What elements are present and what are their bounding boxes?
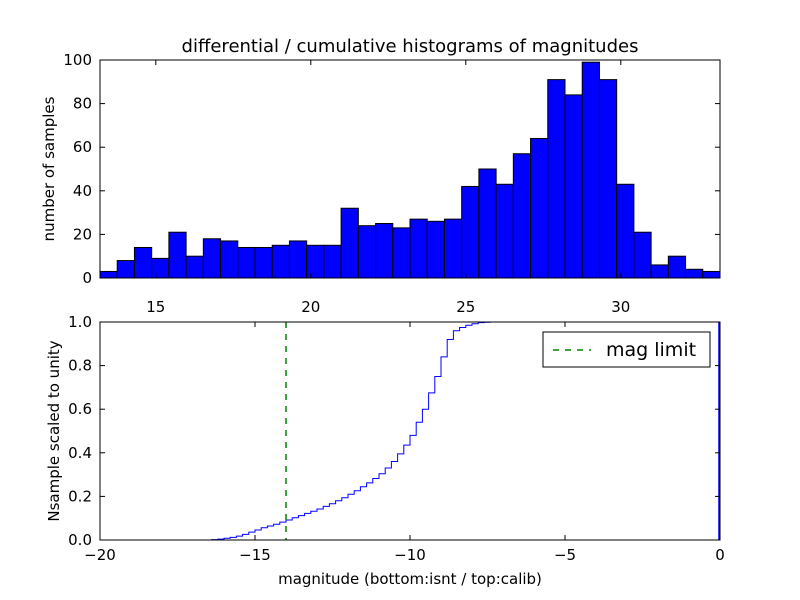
histogram-bar xyxy=(237,246,256,279)
histogram-bar xyxy=(357,225,377,279)
cumulative-plot xyxy=(100,321,720,541)
x-tick-label: −5 xyxy=(554,546,576,564)
histogram-bar xyxy=(443,218,463,279)
histogram-bar xyxy=(323,244,342,279)
histogram-bar xyxy=(564,94,583,279)
x-tick-label: −20 xyxy=(84,546,116,564)
histogram-bar xyxy=(409,218,428,279)
histogram-bar xyxy=(375,223,394,279)
histogram-bar xyxy=(151,257,170,279)
y-tick-label: 0.2 xyxy=(68,487,92,505)
y-tick-label: 40 xyxy=(73,182,92,200)
histogram-bar xyxy=(547,79,566,279)
histogram-bar xyxy=(220,240,239,279)
histogram-bar xyxy=(702,270,721,279)
top-y-axis-label: number of samples xyxy=(40,96,58,241)
histogram-bar xyxy=(133,246,153,279)
y-tick-label: 0.0 xyxy=(68,531,92,549)
y-tick-label: 0.6 xyxy=(68,400,92,418)
histogram-bar xyxy=(392,227,411,279)
histogram-bar xyxy=(633,231,652,279)
histogram-bar xyxy=(202,238,222,279)
y-tick-label: 1.0 xyxy=(68,313,92,331)
histogram-bar xyxy=(340,207,359,279)
histogram-bar xyxy=(616,183,635,279)
x-tick-label: 25 xyxy=(456,298,475,316)
bottom-cumulative-axes: −20 −15 −10 −5 0 0.0 0.2 0.4 0.6 0.8 1.0 magnitud… xyxy=(45,313,725,588)
histogram-bar xyxy=(530,137,549,279)
bottom-y-ticks: 0.0 0.2 0.4 0.6 0.8 1.0 xyxy=(68,313,720,549)
histogram-bar xyxy=(185,255,204,279)
histogram-bar xyxy=(254,246,273,279)
legend-box xyxy=(542,331,711,368)
bottom-x-ticks: −20 −15 −10 −5 0 xyxy=(84,322,725,564)
y-tick-label: 60 xyxy=(73,138,92,156)
legend: mag limit xyxy=(542,331,711,368)
histogram-bar xyxy=(426,220,445,279)
y-tick-label: 0.8 xyxy=(68,357,92,375)
y-tick-label: 100 xyxy=(63,51,92,69)
x-tick-label: 20 xyxy=(301,298,320,316)
x-tick-label: −10 xyxy=(394,546,426,564)
y-tick-label: 0.4 xyxy=(68,444,92,462)
histogram-bar xyxy=(495,183,514,279)
histogram-bar xyxy=(667,255,687,279)
y-tick-label: 20 xyxy=(73,225,92,243)
legend-label-mag-limit: mag limit xyxy=(606,339,696,361)
bottom-x-axis-label: magnitude (bottom:isnt / top:calib) xyxy=(278,570,542,588)
x-tick-label: 15 xyxy=(146,298,165,316)
chart-title: differential / cumulative histograms of … xyxy=(182,36,639,57)
histogram-bar xyxy=(581,61,600,279)
cumulative-step-line xyxy=(100,321,720,541)
histogram-bars xyxy=(99,61,721,279)
histogram-bar xyxy=(288,240,308,279)
histogram-bar xyxy=(650,264,669,279)
y-tick-label: 0 xyxy=(82,269,92,287)
x-tick-label: 0 xyxy=(715,546,725,564)
histogram-bar xyxy=(116,260,135,279)
histogram-bar xyxy=(271,244,290,279)
top-axes-frame xyxy=(99,59,721,279)
top-histogram-axes: differential / cumulative histograms of … xyxy=(40,36,721,316)
bottom-y-axis-label: Nsample scaled to unity xyxy=(45,340,63,521)
y-tick-label: 80 xyxy=(73,95,92,113)
x-tick-label: 30 xyxy=(611,298,630,316)
histogram-bar xyxy=(306,244,325,279)
top-y-ticks: 0 20 40 60 80 100 xyxy=(63,51,720,287)
x-tick-label: −15 xyxy=(239,546,271,564)
histogram-bar xyxy=(685,268,704,279)
histogram-bar xyxy=(461,185,480,279)
top-x-ticks: 15 20 25 30 xyxy=(146,60,630,316)
histogram-bar xyxy=(512,153,532,279)
histogram-bar xyxy=(99,270,118,279)
histogram-bar xyxy=(598,79,618,279)
histogram-bar xyxy=(168,231,187,279)
histogram-bar xyxy=(478,168,497,279)
